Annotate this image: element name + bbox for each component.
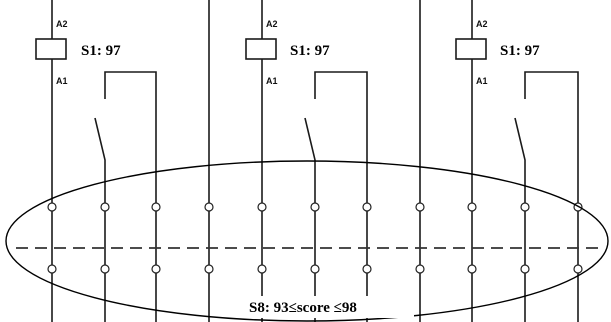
terminal-row-lower: [47, 264, 583, 274]
terminal: [100, 264, 110, 274]
terminal: [257, 264, 267, 274]
terminal: [257, 202, 267, 212]
terminal: [415, 202, 425, 212]
relay-coil: [245, 38, 277, 60]
terminal: [362, 264, 372, 274]
terminal: [520, 202, 530, 212]
terminal: [310, 202, 320, 212]
score-label: S1: 97: [290, 43, 330, 59]
terminal: [467, 264, 477, 274]
coil-bottom-label: A1: [266, 76, 278, 86]
relay-coil: [455, 38, 487, 60]
terminal: [520, 264, 530, 274]
terminal: [310, 264, 320, 274]
contact-loop: [524, 71, 579, 322]
terminal: [573, 264, 583, 274]
contact-loop: [104, 71, 157, 322]
terminal: [151, 202, 161, 212]
coil-top-label: A2: [266, 19, 278, 29]
score-label: S1: 97: [500, 43, 540, 59]
coil-top-label: A2: [56, 19, 68, 29]
terminal-row-upper: [47, 202, 583, 212]
relay-coil: [35, 38, 67, 60]
coil-bottom-label: A1: [56, 76, 68, 86]
region-label-backdrop: [246, 296, 414, 318]
terminal: [151, 264, 161, 274]
highlight-ellipse: [5, 160, 609, 322]
terminal: [204, 202, 214, 212]
relay-module-1: A2 A1 S1: 97: [35, 0, 157, 322]
contact-loop: [314, 71, 368, 322]
terminal: [362, 202, 372, 212]
terminal: [467, 202, 477, 212]
terminal: [204, 264, 214, 274]
coil-bottom-label: A1: [476, 76, 488, 86]
terminal: [47, 202, 57, 212]
terminal: [415, 264, 425, 274]
terminal: [100, 202, 110, 212]
relay-module-3: A2 A1 S1: 97: [455, 0, 579, 322]
terminal: [47, 264, 57, 274]
score-label: S1: 97: [81, 43, 121, 59]
region-score-label: S8: 93≤score ≤98: [249, 300, 357, 316]
coil-top-label: A2: [476, 19, 488, 29]
